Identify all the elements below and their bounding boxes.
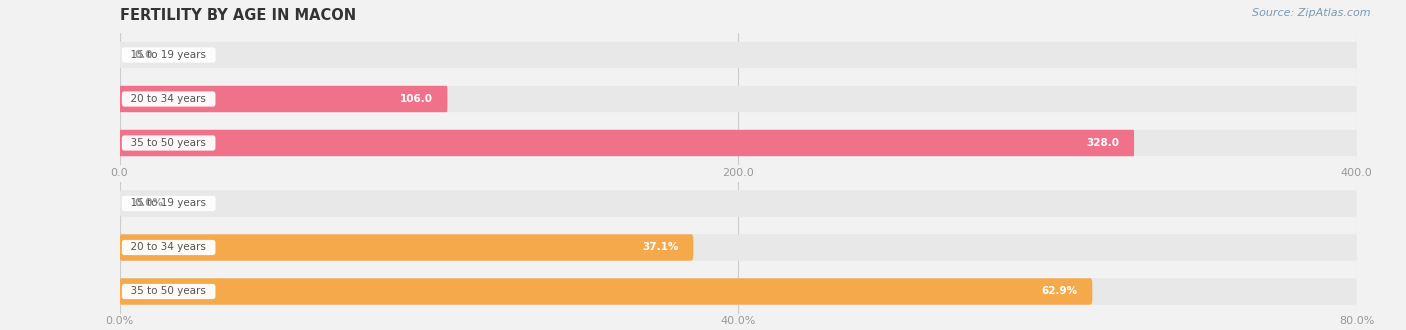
FancyBboxPatch shape bbox=[120, 278, 1357, 305]
Text: 35 to 50 years: 35 to 50 years bbox=[125, 286, 212, 296]
FancyBboxPatch shape bbox=[120, 86, 447, 112]
Text: 20 to 34 years: 20 to 34 years bbox=[125, 243, 212, 252]
Text: 35 to 50 years: 35 to 50 years bbox=[125, 138, 212, 148]
Text: 106.0: 106.0 bbox=[399, 94, 433, 104]
FancyBboxPatch shape bbox=[120, 130, 1135, 156]
FancyBboxPatch shape bbox=[120, 234, 1357, 261]
FancyBboxPatch shape bbox=[120, 130, 1357, 156]
Text: Source: ZipAtlas.com: Source: ZipAtlas.com bbox=[1253, 8, 1371, 18]
FancyBboxPatch shape bbox=[120, 190, 1357, 217]
Text: 62.9%: 62.9% bbox=[1042, 286, 1077, 296]
Text: 15 to 19 years: 15 to 19 years bbox=[125, 199, 212, 209]
Text: 37.1%: 37.1% bbox=[643, 243, 679, 252]
Text: 0.0: 0.0 bbox=[135, 50, 153, 60]
Text: 20 to 34 years: 20 to 34 years bbox=[125, 94, 212, 104]
FancyBboxPatch shape bbox=[120, 42, 1357, 68]
Text: 15 to 19 years: 15 to 19 years bbox=[125, 50, 212, 60]
Text: 328.0: 328.0 bbox=[1087, 138, 1119, 148]
FancyBboxPatch shape bbox=[120, 234, 693, 261]
Text: FERTILITY BY AGE IN MACON: FERTILITY BY AGE IN MACON bbox=[120, 8, 356, 23]
FancyBboxPatch shape bbox=[120, 86, 1357, 112]
FancyBboxPatch shape bbox=[120, 278, 1092, 305]
Text: 0.0%: 0.0% bbox=[135, 199, 163, 209]
